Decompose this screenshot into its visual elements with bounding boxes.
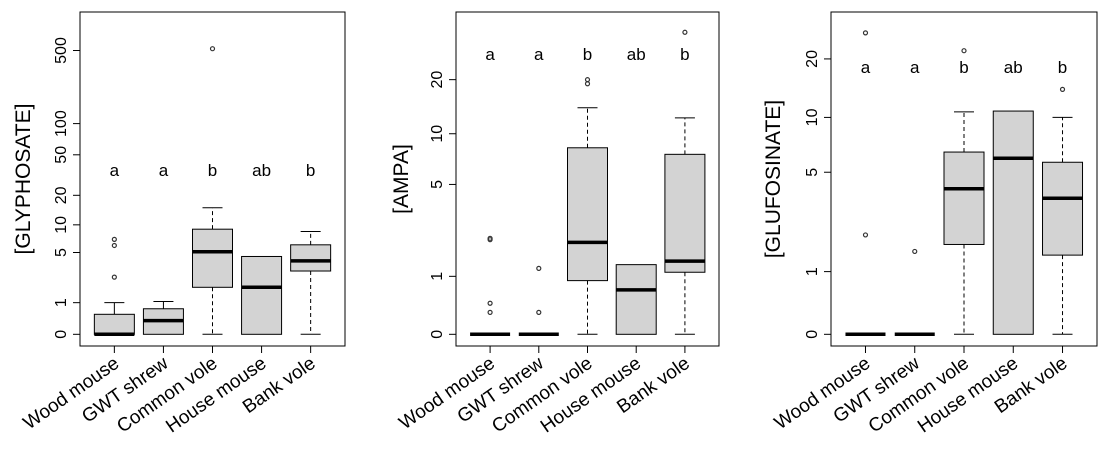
y-tick-label: 0 — [53, 330, 70, 339]
y-tick-label: 100 — [53, 110, 70, 137]
outlier-point — [912, 248, 918, 255]
outlier-point — [487, 309, 493, 315]
outlier-point — [682, 29, 688, 35]
box-iqr — [615, 264, 657, 335]
significance-letter: a — [159, 161, 169, 180]
y-tick-label: 1 — [804, 267, 821, 276]
significance-letter: a — [534, 45, 544, 64]
outlier-point — [487, 235, 493, 241]
significance-letter: b — [208, 161, 217, 180]
significance-letter: a — [910, 58, 920, 77]
outlier-point — [209, 46, 216, 52]
significance-letter: b — [583, 45, 592, 64]
box-iqr — [664, 153, 706, 273]
y-tick-label: 5 — [53, 248, 70, 257]
y-tick-label: 10 — [804, 108, 821, 126]
y-tick-label: 500 — [53, 37, 70, 64]
y-tick-label: 20 — [53, 186, 70, 204]
significance-letter: ab — [627, 45, 646, 64]
y-tick-label: 20 — [804, 50, 821, 68]
box-iqr — [943, 151, 985, 245]
y-tick-label: 1 — [429, 272, 446, 281]
significance-letter: b — [680, 45, 689, 64]
significance-letter: b — [1058, 58, 1067, 77]
outlier-point — [111, 242, 117, 249]
y-tick-label: 10 — [429, 125, 446, 143]
outlier-point — [584, 77, 591, 83]
y-tick-label: 1 — [53, 298, 70, 307]
outlier-point — [536, 265, 542, 271]
y-tick-label: 5 — [429, 180, 446, 189]
significance-letter: b — [306, 161, 315, 180]
outlier-point — [862, 232, 869, 238]
outlier-point — [536, 309, 542, 315]
significance-letter: ab — [1004, 58, 1023, 77]
y-axis-label: [AMPA] — [390, 144, 413, 214]
outlier-point — [584, 81, 591, 87]
box-iqr — [192, 228, 233, 288]
box-iqr — [241, 255, 283, 335]
outlier-point — [111, 236, 117, 242]
outlier-point — [961, 48, 967, 54]
box-iqr — [290, 244, 332, 272]
outlier-point — [862, 30, 869, 36]
y-axis-label: [GLYPHOSATE] — [12, 104, 35, 255]
y-tick-label: 0 — [804, 330, 821, 339]
box-iqr — [992, 110, 1034, 335]
outlier-point — [487, 300, 493, 306]
y-tick-label: 20 — [429, 71, 446, 89]
y-axis-label: [GLUFOSINATE] — [762, 100, 785, 258]
y-tick-label: 50 — [53, 146, 70, 164]
significance-letter: ab — [252, 161, 271, 180]
y-tick-label: 5 — [804, 168, 821, 177]
box-iqr — [567, 147, 608, 282]
box-iqr — [93, 313, 135, 335]
significance-letter: b — [959, 58, 968, 77]
significance-letter: a — [110, 161, 120, 180]
significance-letter: a — [861, 58, 871, 77]
outlier-point — [1059, 86, 1066, 92]
box-iqr — [1042, 161, 1084, 256]
y-tick-label: 10 — [53, 216, 70, 234]
y-tick-label: 0 — [429, 330, 446, 339]
significance-letter: a — [485, 45, 495, 64]
outlier-point — [111, 274, 117, 280]
